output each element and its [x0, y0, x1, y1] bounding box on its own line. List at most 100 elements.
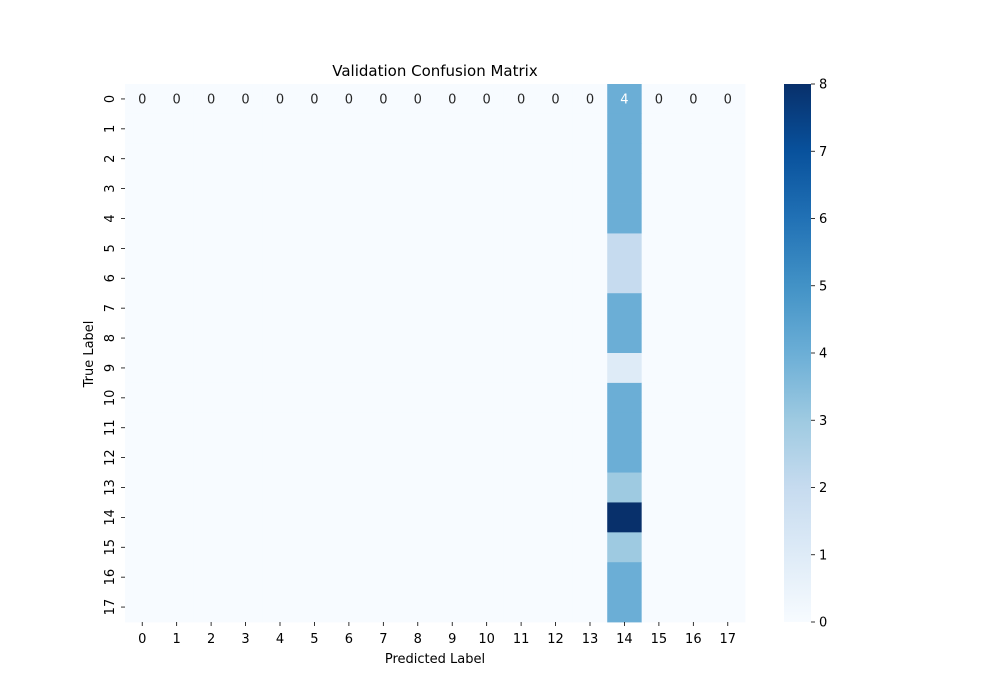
heatmap-cell [228, 412, 264, 444]
y-tick-label: 6 [103, 274, 118, 282]
heatmap-cell [435, 382, 470, 414]
colorbar-tick-label: 1 [819, 548, 827, 563]
heatmap-cell [262, 233, 298, 264]
heatmap-cell [607, 293, 643, 324]
heatmap-cell [159, 592, 195, 623]
heatmap-cell [435, 353, 470, 384]
chart-title: Validation Confusion Matrix [332, 62, 538, 80]
x-tick-label: 11 [513, 632, 530, 647]
y-tick-label: 11 [103, 419, 118, 436]
heatmap-cell [331, 84, 367, 115]
heatmap-cell [710, 592, 746, 623]
heatmap-cell [159, 203, 195, 234]
heatmap-cell [193, 263, 229, 294]
heatmap-cell [710, 84, 746, 115]
heatmap-cell [366, 293, 401, 324]
heatmap-cell [125, 293, 160, 324]
heatmap-cell [366, 353, 401, 384]
heatmap-cell [400, 382, 436, 414]
heatmap-cell [125, 472, 160, 503]
heatmap-cell [262, 293, 298, 324]
cell-value-label: 4 [620, 92, 628, 107]
heatmap-cell [676, 323, 711, 354]
heatmap-cell [125, 382, 160, 414]
heatmap-cell [572, 472, 608, 503]
heatmap-cell [125, 113, 160, 145]
heatmap-cell [297, 203, 333, 234]
heatmap-cell [366, 472, 401, 503]
heatmap-cell [228, 143, 264, 175]
y-tick-label: 15 [103, 539, 118, 556]
cell-value-label: 0 [173, 92, 181, 107]
heatmap-cell [607, 472, 643, 503]
heatmap-cell [469, 173, 505, 204]
heatmap-cell [572, 382, 608, 414]
heatmap-cell [469, 562, 505, 593]
heatmap-cell [572, 502, 608, 533]
heatmap-cell [159, 442, 195, 473]
heatmap-cell [572, 442, 608, 473]
heatmap-cell [607, 173, 643, 204]
heatmap-cell [125, 502, 160, 533]
heatmap-cell [228, 263, 264, 294]
x-tick-label: 14 [616, 632, 633, 647]
colorbar-tick-label: 0 [819, 616, 827, 631]
heatmap-cell [159, 472, 195, 503]
heatmap-cell [400, 532, 436, 563]
heatmap-cell [469, 293, 505, 324]
heatmap-cell [193, 353, 229, 384]
heatmap-cell [297, 412, 333, 444]
heatmap-cell [572, 263, 608, 294]
x-tick-label: 8 [414, 632, 422, 647]
heatmap-cell [159, 532, 195, 563]
cell-value-label: 0 [551, 92, 559, 107]
heatmap-cell [538, 532, 574, 563]
heatmap-cell [400, 412, 436, 444]
heatmap-cell [125, 203, 160, 234]
heatmap-cell [331, 562, 367, 593]
heatmap-cell [607, 382, 643, 414]
heatmap-cell [159, 562, 195, 593]
heatmap-cell [400, 143, 436, 175]
heatmap-cell [710, 412, 746, 444]
colorbar-tick-label: 7 [819, 145, 827, 160]
heatmap-cell [503, 84, 539, 115]
heatmap-cell [193, 502, 229, 533]
heatmap-cell [228, 353, 264, 384]
heatmap-cell [503, 442, 539, 473]
heatmap-cell [503, 353, 539, 384]
heatmap-cell [641, 84, 677, 115]
x-tick-label: 7 [379, 632, 387, 647]
heatmap-cell [125, 263, 160, 294]
heatmap-cell [572, 293, 608, 324]
heatmap-cell [331, 263, 367, 294]
heatmap-cell [641, 592, 677, 623]
heatmap-cell [469, 382, 505, 414]
heatmap-cell [366, 562, 401, 593]
heatmap-cell [572, 532, 608, 563]
heatmap-cell [607, 84, 643, 115]
heatmap-cell [538, 472, 574, 503]
x-tick-label: 9 [448, 632, 456, 647]
heatmap-cell [331, 472, 367, 503]
heatmap-cell [503, 323, 539, 354]
heatmap-cell [366, 203, 401, 234]
x-tick-label: 4 [276, 632, 284, 647]
heatmap-cell [366, 143, 401, 175]
heatmap-cell [193, 113, 229, 145]
heatmap-cell [193, 412, 229, 444]
x-tick-label: 1 [173, 632, 181, 647]
heatmap-cell [435, 323, 470, 354]
cell-value-label: 0 [517, 92, 525, 107]
y-tick-label: 12 [103, 449, 118, 466]
heatmap-cell [572, 143, 608, 175]
heatmap-cell [297, 353, 333, 384]
heatmap-cell [400, 442, 436, 473]
heatmap-cell [159, 293, 195, 324]
colorbar-tick-label: 5 [819, 279, 827, 294]
heatmap-cell [400, 293, 436, 324]
heatmap-cell [159, 143, 195, 175]
heatmap-cell [366, 412, 401, 444]
heatmap-cell [400, 562, 436, 593]
